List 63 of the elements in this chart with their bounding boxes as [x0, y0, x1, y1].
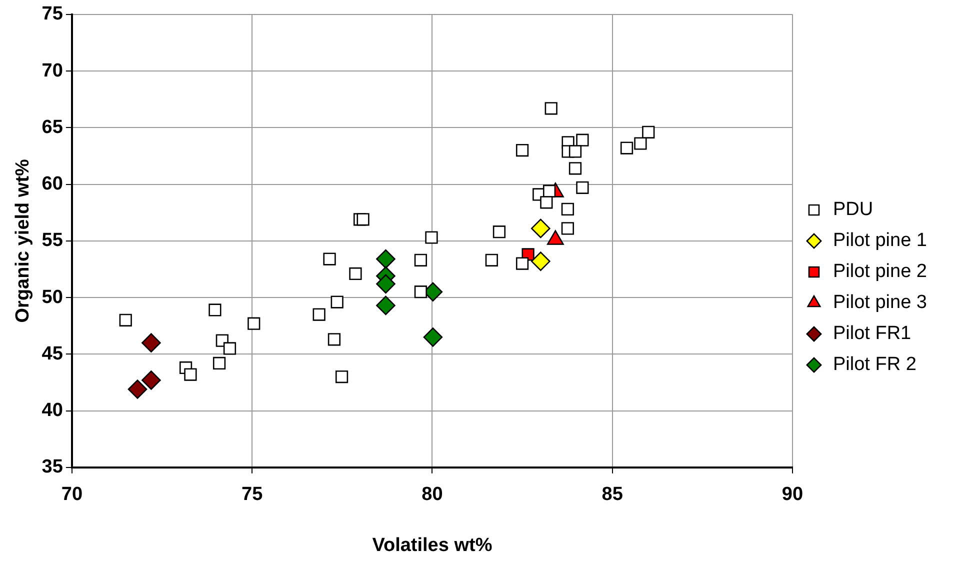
point — [119, 314, 132, 326]
point — [516, 257, 529, 270]
x-tick-label: 70 — [61, 484, 83, 506]
point — [516, 144, 529, 157]
point — [312, 308, 326, 321]
legend-label: Pilot pine 1 — [832, 230, 928, 252]
point — [642, 126, 655, 138]
x-tick-label: 80 — [422, 484, 443, 506]
legend-label: Pilot FR 2 — [832, 354, 916, 376]
point — [561, 222, 574, 235]
point — [349, 267, 362, 280]
y-tick-label: 70 — [42, 60, 63, 82]
x-axis-title: Volatiles wt% — [372, 534, 492, 556]
point — [184, 368, 197, 381]
point — [531, 252, 550, 271]
y-tick-label: 35 — [42, 456, 64, 478]
point — [423, 328, 443, 347]
legend-label: Pilot FR1 — [832, 323, 912, 344]
point — [330, 296, 344, 308]
point — [576, 134, 589, 146]
point — [376, 274, 396, 294]
point — [542, 184, 556, 198]
y-tick-label: 40 — [42, 400, 63, 422]
point — [142, 370, 161, 390]
y-axis-title: Organic yield wt% — [12, 158, 34, 323]
y-tick-label: 75 — [42, 4, 64, 25]
point — [142, 333, 161, 352]
point — [425, 231, 438, 244]
point — [634, 137, 647, 150]
point — [376, 249, 396, 269]
point — [212, 356, 226, 370]
y-tick-label: 45 — [42, 343, 64, 364]
point — [328, 333, 341, 346]
point — [568, 145, 582, 158]
x-tick-label: 85 — [602, 484, 624, 506]
point — [128, 380, 148, 399]
point — [376, 296, 396, 316]
point — [561, 202, 574, 216]
point — [492, 226, 506, 238]
y-tick-label: 60 — [42, 174, 63, 195]
point — [531, 218, 550, 238]
point — [485, 254, 498, 266]
x-tick-label: 90 — [782, 484, 804, 506]
y-tick-label: 50 — [42, 286, 63, 308]
point — [414, 254, 427, 266]
legend-label: Pilot pine 3 — [832, 292, 928, 314]
legend-label: PDU — [832, 199, 874, 220]
point — [356, 213, 370, 226]
legend-label: Pilot pine 2 — [832, 261, 928, 282]
point — [544, 102, 558, 115]
point — [248, 317, 260, 330]
point — [540, 196, 553, 209]
point — [620, 142, 634, 154]
y-tick-label: 55 — [42, 230, 64, 252]
point — [223, 342, 236, 355]
point — [323, 252, 336, 266]
point — [568, 162, 582, 175]
point — [414, 286, 427, 298]
point — [335, 370, 348, 384]
x-tick-label: 75 — [242, 484, 264, 506]
point — [576, 181, 589, 194]
point — [208, 304, 222, 316]
y-tick-label: 65 — [42, 116, 64, 138]
